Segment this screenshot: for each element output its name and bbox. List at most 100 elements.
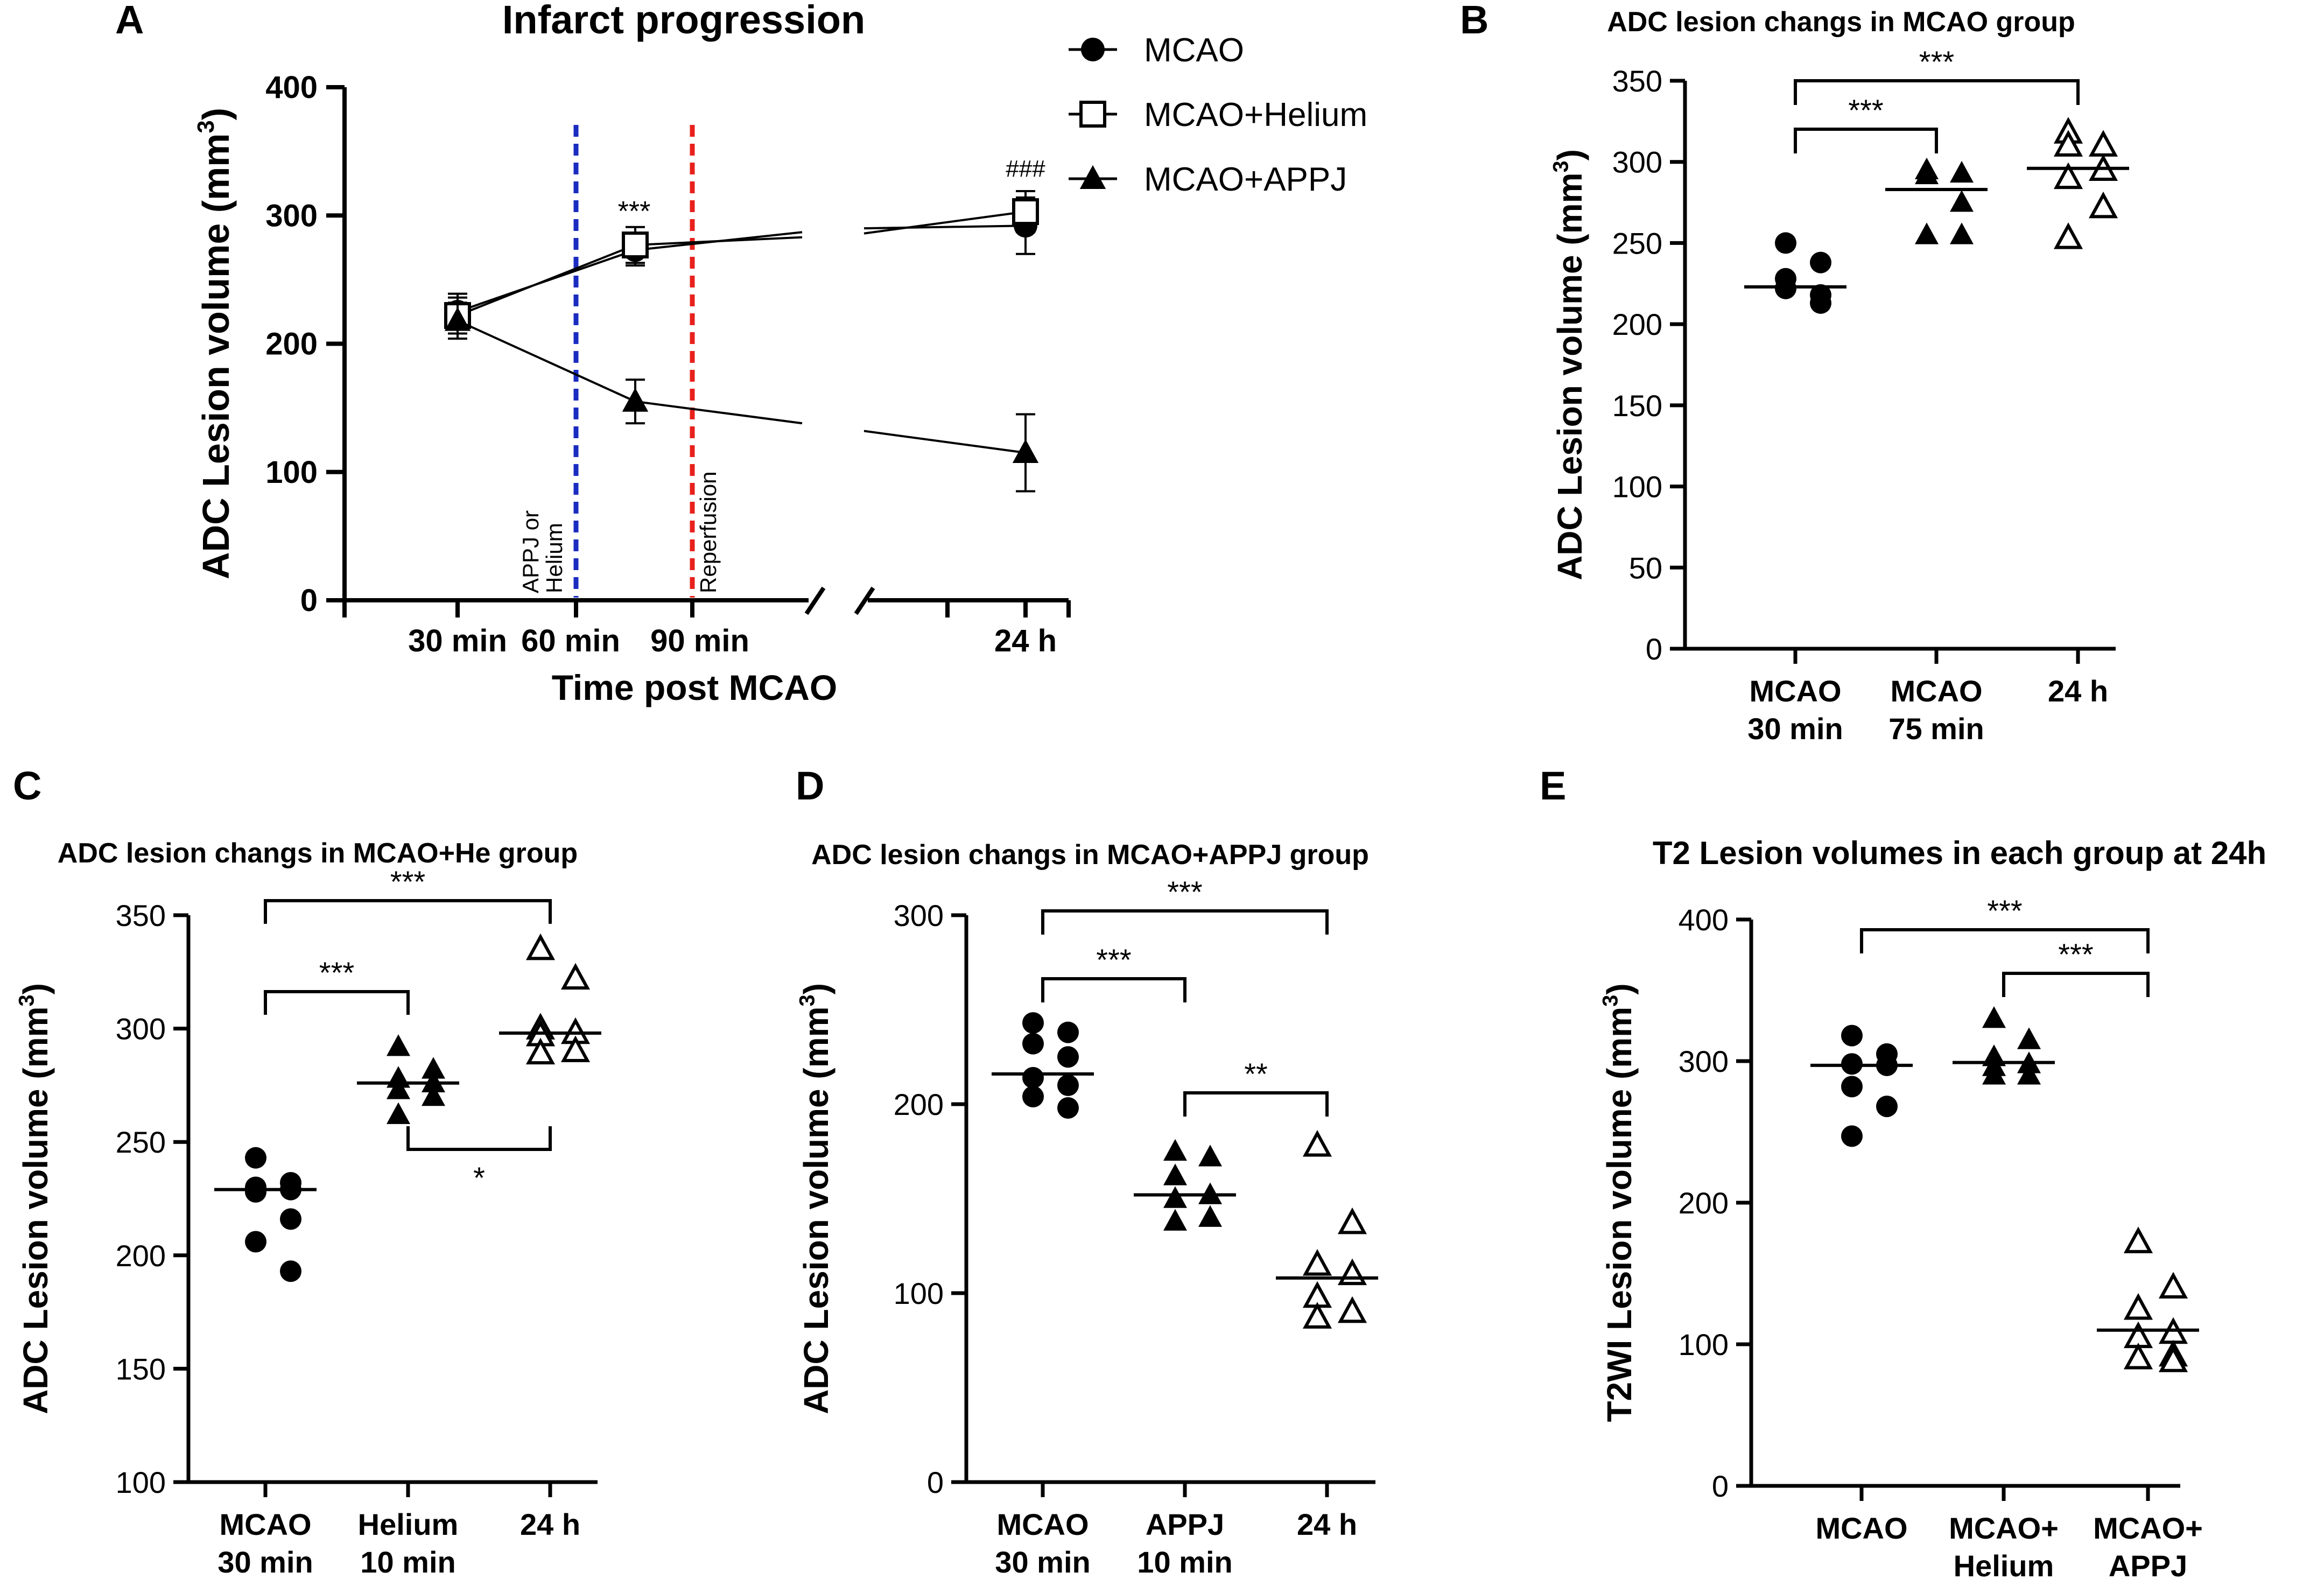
data-point <box>2158 1272 2188 1299</box>
data-point <box>2123 1226 2153 1253</box>
data-point <box>1302 1302 1332 1329</box>
data-point <box>1337 1207 1367 1234</box>
data-point <box>525 1037 556 1065</box>
data-point <box>1012 198 1039 226</box>
x-tick-label: MCAO <box>996 1507 1089 1541</box>
axis-break-mark <box>854 586 875 615</box>
significance-bracket <box>1041 909 1329 935</box>
y-tick-label: 350 <box>1612 64 1662 98</box>
series-line <box>863 430 1026 454</box>
vline-label: Reperfusion <box>696 472 721 593</box>
data-point <box>1198 1205 1222 1227</box>
y-tick-label: 150 <box>116 1352 166 1386</box>
panel-a-line-chart: Infarct progression 0 100 200 300 400 30 min 60… <box>193 0 1367 707</box>
data-point <box>1982 1006 2006 1028</box>
y-tick-label: 0 <box>300 583 318 618</box>
data-point <box>2158 1345 2188 1372</box>
x-tick-label: 90 min <box>650 623 749 658</box>
panel-e-scatter-chart: T2 Lesion volumes in each group at 24h 0 1… <box>1598 835 2266 1579</box>
vline-label: APPJ orHelium <box>518 510 567 593</box>
x-tick-label: MCAO+ <box>2093 1511 2203 1545</box>
data-point <box>1057 1097 1079 1119</box>
x-tick-label: 30 min <box>1747 712 1843 746</box>
chart-title: T2 Lesion volumes in each group at 24h <box>1653 835 2266 871</box>
legend-marker <box>1079 165 1106 189</box>
y-tick-label: 300 <box>894 899 944 932</box>
significance-label: *** <box>319 956 354 989</box>
data-point <box>1337 1296 1367 1323</box>
panel-b-scatter-chart: ADC lesion changs in MCAO group 0 50 100 150… <box>1549 6 2129 746</box>
data-point <box>1841 1076 1863 1098</box>
data-point <box>422 1084 445 1106</box>
x-tick-label: 24 h <box>994 623 1057 658</box>
significance-label: *** <box>1848 93 1883 127</box>
data-point <box>280 1260 301 1282</box>
data-point <box>1198 1145 1222 1167</box>
y-tick-label: 50 <box>1629 551 1662 585</box>
data-point <box>1163 1163 1187 1185</box>
y-tick-label: 200 <box>265 327 318 362</box>
x-tick-label: 60 min <box>521 623 620 658</box>
data-point <box>1012 439 1039 463</box>
x-tick-label: MCAO+ <box>1949 1511 2059 1545</box>
data-point <box>1775 232 1796 254</box>
y-tick-label: 200 <box>116 1239 166 1273</box>
data-point <box>1302 1129 1332 1157</box>
x-tick-label: 10 min <box>360 1545 455 1579</box>
legend-label: MCAO <box>1144 32 1244 69</box>
data-point <box>2123 1343 2153 1370</box>
legend-label: MCAO+APPJ <box>1144 161 1347 198</box>
data-point <box>2017 1063 2041 1085</box>
legend-marker <box>1079 101 1106 128</box>
data-point <box>1775 277 1796 299</box>
data-point <box>245 1181 266 1203</box>
significance-label: ### <box>1006 156 1045 182</box>
y-tick-label: 100 <box>116 1465 166 1499</box>
y-tick-label: 200 <box>894 1087 944 1121</box>
y-tick-label: 250 <box>1612 226 1662 260</box>
data-point <box>1810 292 1831 314</box>
x-tick-label: MCAO <box>1815 1511 1907 1545</box>
data-point <box>560 1035 591 1062</box>
chart-title: ADC lesion changs in MCAO+He group <box>58 838 578 869</box>
panel-letter-b: B <box>1460 0 1489 42</box>
data-point <box>1302 1249 1332 1276</box>
significance-label: *** <box>1919 45 1954 79</box>
x-tick-label: APPJ <box>2109 1549 2187 1579</box>
significance-bracket <box>1183 1091 1329 1117</box>
data-point <box>2053 130 2083 157</box>
x-tick-label: Helium <box>1954 1549 2054 1579</box>
data-point <box>1022 1012 1044 1034</box>
panel-letter-a: A <box>115 0 144 42</box>
data-point <box>1950 160 1974 183</box>
x-tick-label: MCAO <box>219 1507 311 1541</box>
significance-label: *** <box>390 865 425 899</box>
y-tick-label: 300 <box>265 198 318 233</box>
y-axis-title: ADC Lesion volume (mm3) <box>795 983 835 1414</box>
data-point <box>2017 1027 2041 1049</box>
data-point <box>1915 222 1939 244</box>
x-tick-label: 24 h <box>520 1507 580 1541</box>
y-tick-label: 250 <box>116 1125 166 1159</box>
y-tick-label: 200 <box>1612 307 1662 341</box>
x-tick-label: 30 min <box>995 1545 1090 1579</box>
x-tick-label: 30 min <box>408 623 507 658</box>
data-point <box>422 1057 445 1079</box>
x-tick-label: 10 min <box>1137 1545 1232 1579</box>
x-tick-label: 24 h <box>2048 674 2108 708</box>
x-axis-title: Time post MCAO <box>552 668 837 707</box>
y-tick-label: 100 <box>1612 470 1662 504</box>
y-axis-title: ADC Lesion volume (mm3) <box>1549 149 1589 580</box>
data-point <box>1841 1024 1863 1047</box>
y-axis-title: T2WI Lesion volume (mm3) <box>1598 983 1639 1422</box>
chart-title: ADC lesion changs in MCAO group <box>1607 6 2075 38</box>
data-point <box>2088 191 2118 219</box>
significance-label: *** <box>618 196 651 227</box>
significance-label: *** <box>1987 894 2022 928</box>
data-point <box>1057 1074 1079 1096</box>
significance-bracket <box>406 1126 552 1151</box>
x-tick-label: MCAO <box>1890 674 1982 708</box>
data-point <box>387 1102 410 1124</box>
x-tick-label: 75 min <box>1888 712 1984 746</box>
